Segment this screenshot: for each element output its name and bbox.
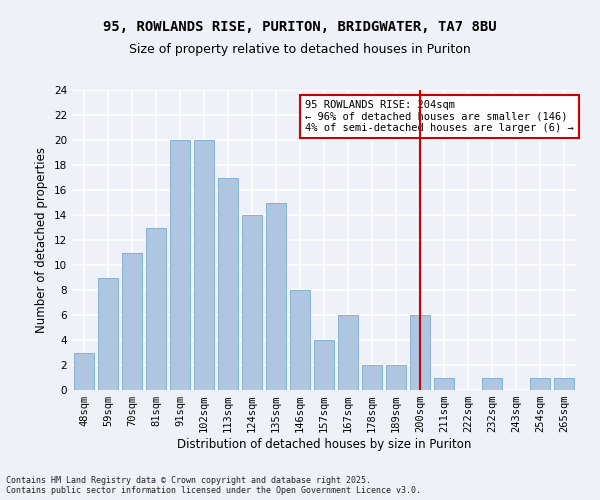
Bar: [530, 378, 550, 390]
Bar: [338, 315, 358, 390]
Bar: [362, 365, 382, 390]
Bar: [242, 215, 262, 390]
Bar: [314, 340, 334, 390]
Bar: [98, 278, 118, 390]
Bar: [386, 365, 406, 390]
Text: 95, ROWLANDS RISE, PURITON, BRIDGWATER, TA7 8BU: 95, ROWLANDS RISE, PURITON, BRIDGWATER, …: [103, 20, 497, 34]
Bar: [218, 178, 238, 390]
Y-axis label: Number of detached properties: Number of detached properties: [35, 147, 49, 333]
Bar: [290, 290, 310, 390]
Bar: [266, 202, 286, 390]
X-axis label: Distribution of detached houses by size in Puriton: Distribution of detached houses by size …: [177, 438, 471, 451]
Bar: [194, 140, 214, 390]
Bar: [170, 140, 190, 390]
Text: Contains HM Land Registry data © Crown copyright and database right 2025.
Contai: Contains HM Land Registry data © Crown c…: [6, 476, 421, 495]
Bar: [410, 315, 430, 390]
Bar: [434, 378, 454, 390]
Text: 95 ROWLANDS RISE: 204sqm
← 96% of detached houses are smaller (146)
4% of semi-d: 95 ROWLANDS RISE: 204sqm ← 96% of detach…: [305, 100, 574, 133]
Bar: [146, 228, 166, 390]
Bar: [554, 378, 574, 390]
Bar: [122, 252, 142, 390]
Bar: [74, 352, 94, 390]
Text: Size of property relative to detached houses in Puriton: Size of property relative to detached ho…: [129, 42, 471, 56]
Bar: [482, 378, 502, 390]
